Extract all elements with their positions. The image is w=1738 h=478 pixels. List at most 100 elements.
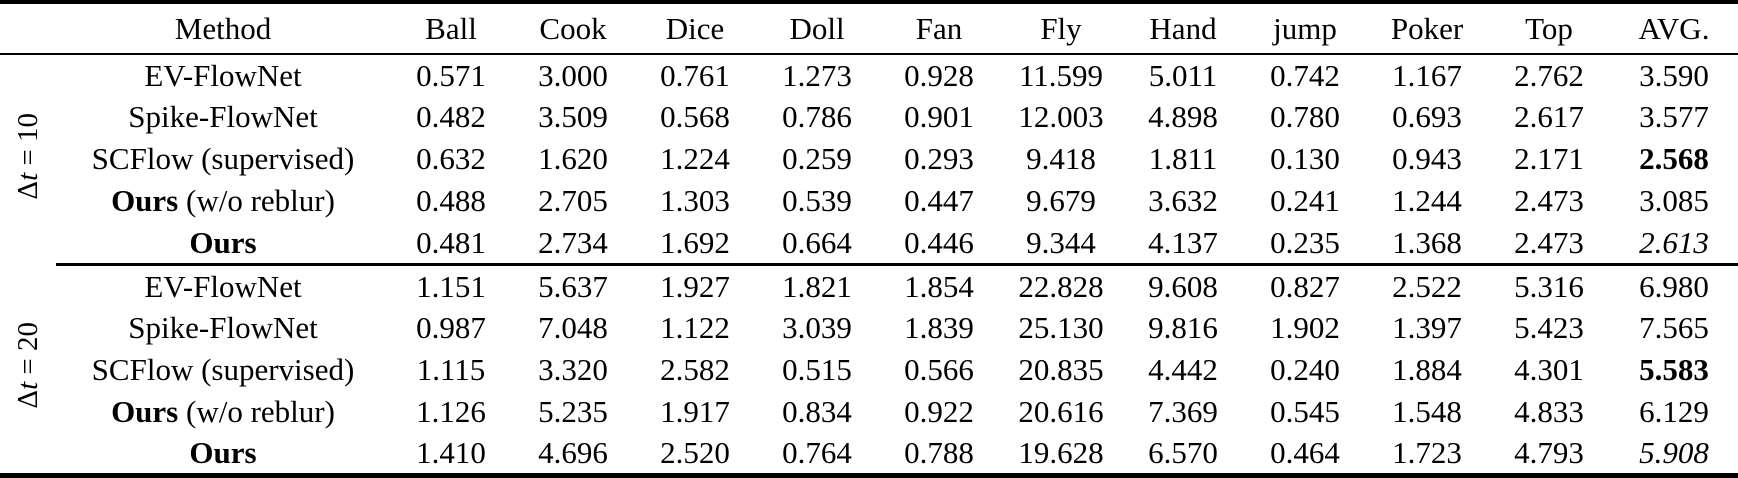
value-cell: 1.902	[1270, 309, 1340, 345]
time-variable: t	[11, 172, 44, 181]
value-cell: 0.761	[660, 57, 730, 93]
value-cell: 4.301	[1514, 352, 1584, 388]
value-cell: 1.167	[1392, 57, 1462, 93]
method-cell: Ours (w/o reblur)	[111, 183, 335, 219]
value-cell: 4.696	[538, 435, 608, 471]
avg-cell: 6.129	[1639, 394, 1709, 430]
value-cell: 1.410	[416, 435, 486, 471]
value-cell: 1.115	[416, 352, 486, 388]
value-cell: 5.011	[1148, 57, 1218, 93]
value-cell: 0.742	[1270, 57, 1340, 93]
value-cell: 20.835	[1018, 352, 1104, 388]
method-cell: Spike-FlowNet	[128, 99, 318, 135]
value-cell: 5.235	[538, 394, 608, 430]
value-cell: 0.780	[1270, 99, 1340, 135]
value-cell: 7.369	[1148, 394, 1218, 430]
value-cell: 4.833	[1514, 394, 1584, 430]
value-cell: 0.515	[782, 352, 852, 388]
value-cell: 4.898	[1148, 99, 1218, 135]
avg-cell: 3.085	[1639, 183, 1709, 219]
column-header-doll: Doll	[756, 2, 878, 55]
value-cell: 0.928	[904, 57, 974, 93]
value-cell: 9.679	[1026, 183, 1096, 219]
delta-symbol: Δ	[11, 180, 44, 200]
value-cell: 20.616	[1018, 394, 1104, 430]
value-cell: 0.788	[904, 435, 974, 471]
value-cell: 9.418	[1026, 141, 1096, 177]
value-cell: 0.446	[878, 222, 1000, 267]
value-cell: 1.620	[538, 141, 608, 177]
avg-cell: 7.565	[1639, 309, 1709, 345]
value-cell: 7.048	[538, 309, 608, 345]
value-cell: 2.582	[660, 352, 730, 388]
column-header-jump: jump	[1244, 2, 1366, 55]
value-cell: 4.793	[1514, 435, 1584, 471]
value-cell: 5.637	[538, 268, 608, 304]
value-cell: 3.039	[782, 309, 852, 345]
group-1-body: Δt = 10 EV-FlowNet 0.571 3.000 0.761 1.273 0.9…	[0, 54, 1738, 267]
value-cell: 1.548	[1392, 394, 1462, 430]
value-cell: 3.509	[538, 99, 608, 135]
value-cell: 1.397	[1392, 309, 1462, 345]
method-cell: SCFlow (supervised)	[91, 352, 355, 388]
avg-cell: 5.583	[1639, 352, 1709, 388]
value-cell: 0.664	[756, 222, 878, 267]
column-header-fan: Fan	[878, 2, 1000, 55]
value-cell: 1.917	[660, 394, 730, 430]
value-cell: 0.447	[904, 183, 974, 219]
value-cell: 0.235	[1244, 222, 1366, 267]
table-header: Method Ball Cook Dice Doll Fan Fly Hand jump Poke…	[0, 2, 1738, 55]
value-cell: 3.632	[1148, 183, 1218, 219]
method-cell: Ours (w/o reblur)	[111, 394, 335, 430]
value-cell: 1.927	[660, 268, 730, 304]
value-cell: 0.943	[1392, 141, 1462, 177]
value-cell: 0.834	[782, 394, 852, 430]
method-cell: Ours	[189, 435, 257, 471]
value-cell: 1.854	[904, 268, 974, 304]
method-cell: EV-FlowNet	[144, 57, 302, 93]
value-cell: 0.901	[904, 99, 974, 135]
value-cell: 0.130	[1270, 141, 1340, 177]
value-cell: 1.151	[416, 268, 486, 304]
label-value: = 10	[11, 112, 44, 173]
table-row: Ours 0.481 2.734 1.692 0.664 0.446 9.344 4.137 0…	[0, 222, 1738, 267]
value-cell: 2.762	[1514, 57, 1584, 93]
value-cell: 0.482	[416, 99, 486, 135]
table-row: Spike-FlowNet 0.987 7.048 1.122 3.039 1.839 25…	[0, 307, 1738, 349]
time-variable: t	[11, 381, 44, 390]
table-row: SCFlow (supervised) 1.115 3.320 2.582 0.515 0…	[0, 349, 1738, 391]
value-cell: 0.632	[416, 141, 486, 177]
value-cell: 19.628	[1018, 435, 1104, 471]
method-cell: SCFlow (supervised)	[91, 141, 355, 177]
value-cell: 0.827	[1270, 268, 1340, 304]
value-cell: 2.473	[1514, 183, 1584, 219]
table-row: Ours (w/o reblur) 0.488 2.705 1.303 0.539 0.4…	[0, 180, 1738, 222]
delta-symbol: Δ	[11, 389, 44, 409]
value-cell: 25.130	[1018, 309, 1104, 345]
value-cell: 11.599	[1018, 57, 1104, 93]
value-cell: 0.566	[904, 352, 974, 388]
value-cell: 9.608	[1148, 268, 1218, 304]
value-cell: 3.320	[538, 352, 608, 388]
column-header-cook: Cook	[512, 2, 634, 55]
avg-cell: 3.577	[1639, 99, 1709, 135]
column-header-fly: Fly	[1000, 2, 1122, 55]
value-cell: 3.000	[538, 57, 608, 93]
value-cell: 0.241	[1270, 183, 1340, 219]
value-cell: 0.259	[782, 141, 852, 177]
value-cell: 4.442	[1148, 352, 1218, 388]
value-cell: 12.003	[1018, 99, 1104, 135]
column-header-dice: Dice	[634, 2, 756, 55]
group-label-dt20: Δt = 20	[0, 265, 56, 476]
column-header-hand: Hand	[1122, 2, 1244, 55]
table-row: Ours 1.410 4.696 2.520 0.764 0.788 19.628 6.570…	[0, 433, 1738, 475]
value-cell: 22.828	[1018, 268, 1104, 304]
column-header-method: Method	[56, 2, 390, 55]
value-cell: 0.922	[904, 394, 974, 430]
value-cell: 1.273	[782, 57, 852, 93]
table-row: Δt = 10 EV-FlowNet 0.571 3.000 0.761 1.273 0.9…	[0, 54, 1738, 200]
group-2-body: Δt = 20 EV-FlowNet 1.151 5.637 1.927 1.821 1.8…	[0, 265, 1738, 476]
avg-cell: 6.980	[1639, 268, 1709, 304]
value-cell: 0.693	[1392, 99, 1462, 135]
value-cell: 0.568	[660, 99, 730, 135]
